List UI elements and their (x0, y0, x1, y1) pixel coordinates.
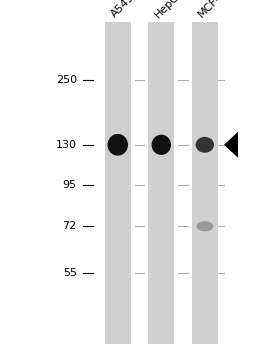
Bar (105, 22, 131, 344)
Ellipse shape (108, 134, 128, 156)
Text: 130: 130 (56, 140, 77, 150)
Bar (192, 22, 218, 344)
Bar (148, 22, 174, 344)
Ellipse shape (152, 135, 171, 155)
Text: A549: A549 (109, 0, 137, 20)
Polygon shape (224, 132, 238, 158)
Text: 95: 95 (63, 180, 77, 190)
Ellipse shape (196, 137, 214, 153)
Text: HepG2: HepG2 (153, 0, 187, 20)
Text: 250: 250 (56, 75, 77, 85)
Ellipse shape (196, 221, 213, 231)
Text: MCF-7: MCF-7 (196, 0, 228, 20)
Text: 72: 72 (62, 221, 77, 231)
Text: 55: 55 (63, 268, 77, 278)
